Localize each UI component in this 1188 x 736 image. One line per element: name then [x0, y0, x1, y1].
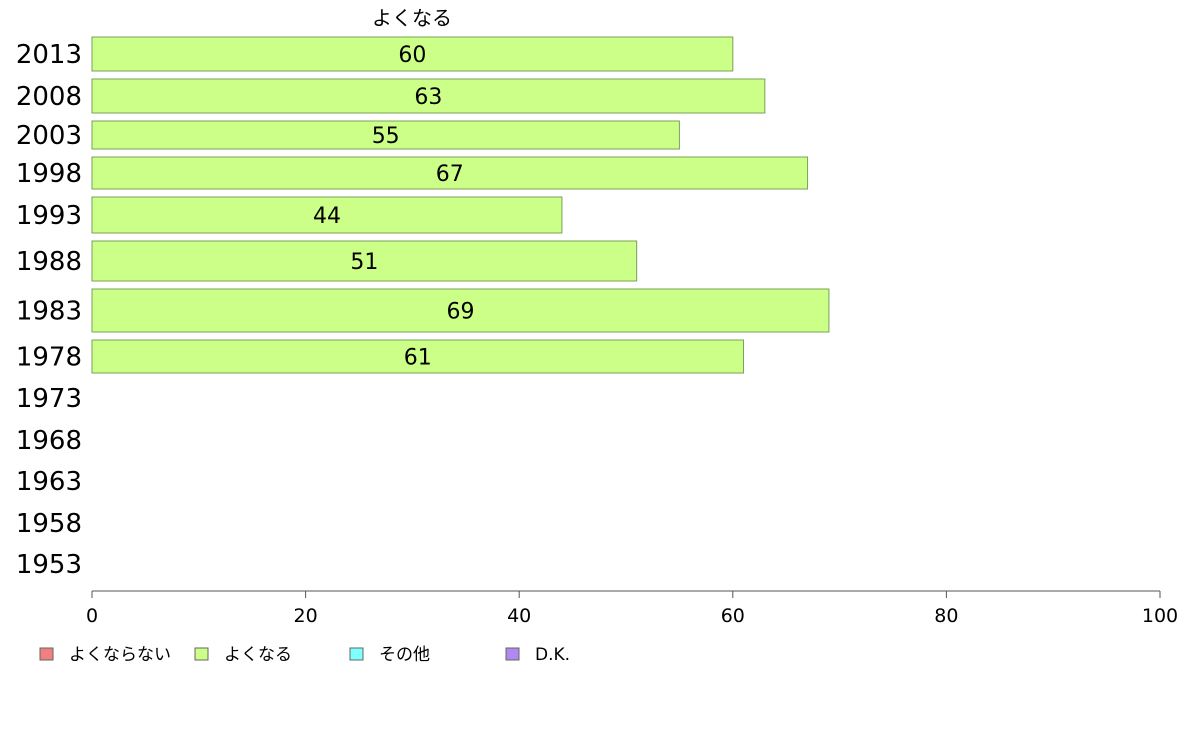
x-tick-label: 60: [721, 605, 745, 627]
x-tick-label: 40: [507, 605, 531, 627]
year-label: 1958: [16, 509, 82, 539]
bar-value-label: 60: [398, 43, 426, 68]
legend-label: よくならない: [69, 645, 171, 665]
legend-label: D.K.: [535, 645, 570, 665]
bar-value-label: 69: [446, 300, 474, 325]
bar: [91, 156, 809, 190]
legend-label: よくなる: [224, 645, 292, 665]
bar-value-label: 44: [313, 204, 341, 229]
x-tick-label: 20: [294, 605, 318, 627]
year-label: 1993: [16, 201, 82, 231]
x-tick-label: 0: [86, 605, 98, 627]
legend-swatch: [39, 647, 54, 661]
bars: [91, 36, 830, 374]
x-tick-label: 100: [1142, 605, 1178, 627]
year-label: 1953: [16, 550, 82, 580]
legend-label: その他: [379, 645, 430, 665]
year-label: 2008: [16, 82, 82, 112]
year-label: 2003: [16, 121, 82, 151]
bar: [91, 36, 734, 72]
bar-value-label: 67: [436, 162, 464, 187]
year-label: 1983: [16, 297, 82, 327]
bar-value-label: 55: [372, 124, 400, 149]
series-label: よくなる: [372, 6, 452, 30]
year-labels: 2013 2008 2003 1998 1993 1988 1983 1978 1973 1968…: [16, 40, 82, 580]
legend-swatch: [194, 647, 209, 661]
bar-value-label: 63: [414, 85, 442, 110]
x-tick-label: 80: [934, 605, 958, 627]
bar-labels: 60 63 55 67 44 51 69 61: [313, 43, 475, 371]
x-axis: 0 20 40 60 80 100: [86, 590, 1178, 627]
legend-swatch: [505, 647, 520, 661]
year-label: 1963: [16, 467, 82, 497]
bar: [91, 196, 563, 234]
legend-swatch: [349, 647, 364, 661]
bar: [91, 120, 680, 150]
year-label: 1968: [16, 426, 82, 456]
bar: [91, 339, 744, 374]
bar-value-label: 61: [404, 346, 432, 371]
year-label: 1973: [16, 384, 82, 414]
legend: よくならない よくなる その他 D.K.: [39, 645, 570, 665]
bar: [91, 240, 638, 282]
year-label: 2013: [16, 40, 82, 70]
bar: [91, 288, 830, 333]
year-label: 1988: [16, 247, 82, 277]
bar-value-label: 51: [350, 250, 378, 275]
year-label: 1978: [16, 343, 82, 373]
bar: [91, 78, 766, 114]
year-label: 1998: [16, 159, 82, 189]
